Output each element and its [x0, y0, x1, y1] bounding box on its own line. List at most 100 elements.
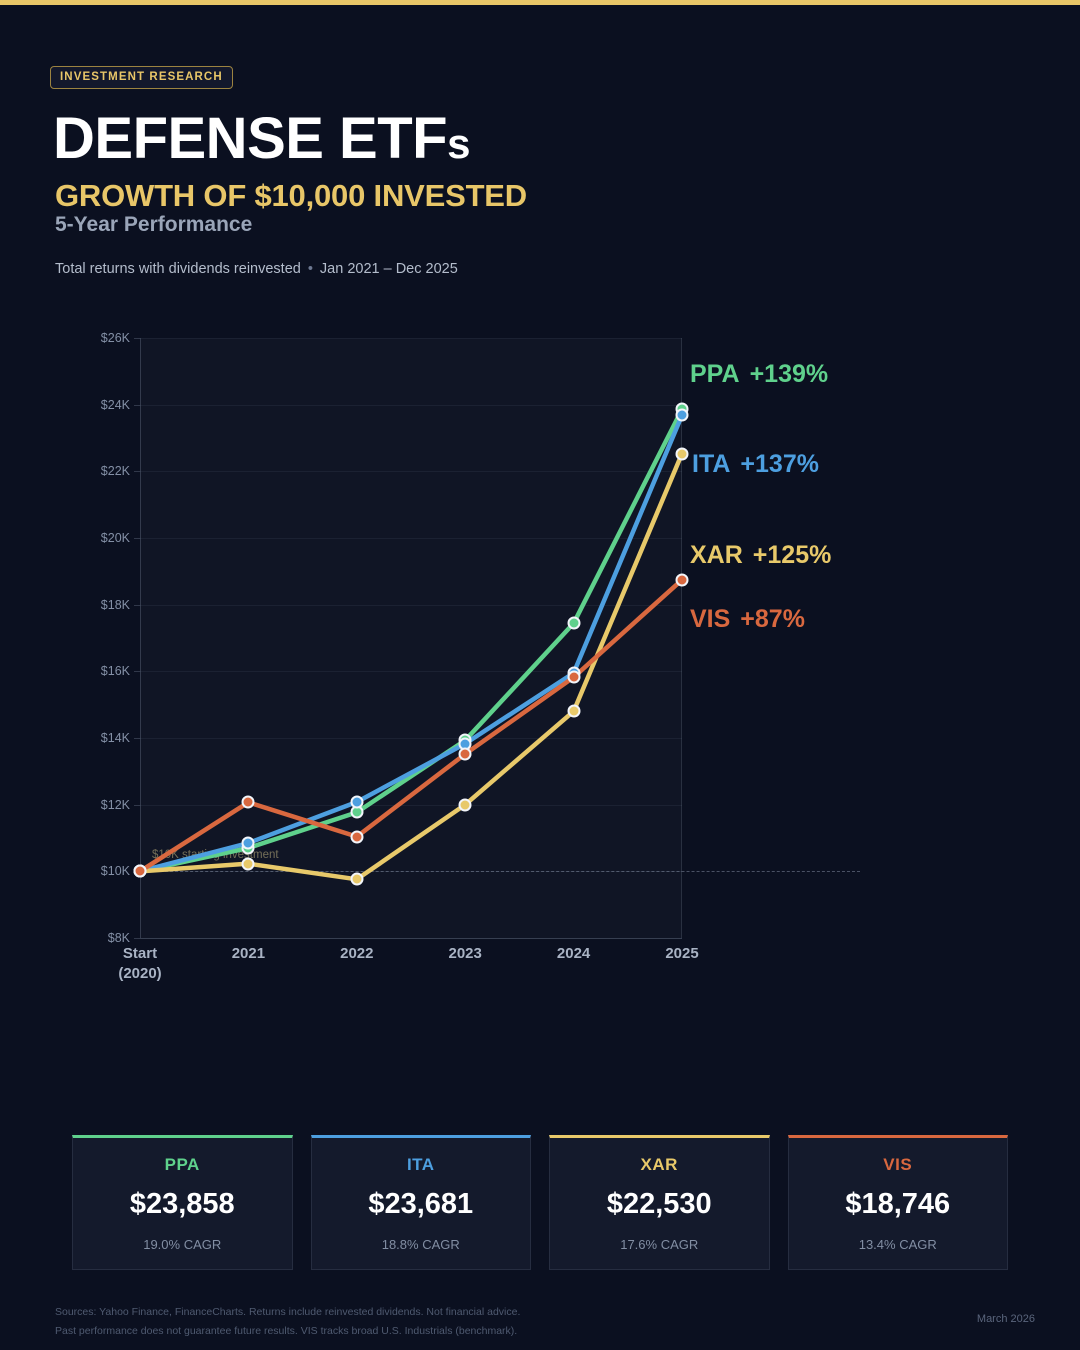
y-tickmark [134, 804, 140, 806]
data-point-vis-5[interactable] [675, 573, 689, 587]
x-tick-primary: 2025 [665, 945, 699, 962]
plot-background-fill [140, 338, 682, 938]
x-tick-label: Start (2020) [118, 944, 161, 985]
y-tick-label: $14K [100, 731, 130, 745]
y-tickmark [134, 604, 140, 606]
summary-card-xar[interactable]: XAR $22,530 17.6% CAGR [549, 1135, 770, 1270]
summary-cards: PPA $23,858 19.0% CAGR ITA $23,681 18.8% CAGR… [72, 1135, 1008, 1270]
page-title-main: DEFENSE ETF [53, 106, 448, 171]
page-subtitle: GROWTH OF $10,000 INVESTED [55, 178, 527, 213]
series-line-ppa [137, 407, 685, 874]
data-point-xar-3[interactable] [458, 798, 472, 812]
footer-date: March 2026 [976, 1313, 1035, 1325]
series-label-ita: ITA +137% [692, 450, 819, 479]
data-point-ita-2[interactable] [350, 795, 364, 809]
data-point-xar-5[interactable] [675, 447, 689, 461]
page-tagline: 5-Year Performance [55, 213, 253, 236]
footer-disclaimer: Sources: Yahoo Finance, FinanceCharts. R… [55, 1303, 520, 1342]
data-point-vis-2[interactable] [350, 830, 364, 844]
gridline [140, 471, 682, 473]
series-pct: +125% [752, 541, 832, 569]
y-tickmark [134, 404, 140, 406]
y-tickmark [134, 938, 140, 939]
summary-card-vis[interactable]: VIS $18,746 13.4% CAGR [787, 1135, 1008, 1270]
gridline [140, 604, 682, 606]
x-tick-label: 2024 [557, 944, 590, 964]
x-tick-label: 2025 [665, 944, 698, 964]
y-tickmark [134, 338, 140, 339]
data-point-vis-3[interactable] [458, 747, 472, 761]
y-tick-label: $24K [100, 397, 130, 412]
y-tick-label: $12K [100, 797, 130, 812]
card-value: $23,858 [129, 1188, 235, 1220]
gridline [140, 804, 682, 806]
x-tick-primary: 2023 [448, 945, 482, 962]
x-tick-primary: 2024 [556, 945, 591, 962]
x-tick-primary: 2022 [340, 945, 374, 962]
x-tick-primary: 2021 [231, 945, 266, 962]
series-line-ita [137, 413, 685, 874]
series-ticker: PPA [690, 360, 740, 388]
series-ticker: XAR [690, 541, 743, 569]
gridline [140, 404, 682, 406]
data-point-ita-1[interactable] [241, 836, 255, 850]
x-tick-primary: Start [122, 945, 158, 962]
series-ticker: VIS [690, 605, 731, 633]
series-pct: +87% [740, 605, 805, 633]
series-label-xar: XAR +125% [690, 541, 831, 570]
card-value: $23,681 [368, 1188, 474, 1220]
gridline [140, 938, 682, 939]
card-cagr: 19.0% CAGR [143, 1237, 222, 1252]
y-tick-label: $26K [100, 331, 130, 345]
card-ticker: XAR [640, 1155, 678, 1174]
card-ticker: VIS [883, 1155, 913, 1174]
y-tick-label: $20K [100, 531, 130, 545]
data-point-vis-4[interactable] [567, 670, 581, 684]
gridline [140, 671, 682, 673]
series-label-ppa: PPA +139% [690, 360, 828, 389]
x-tick-label: 2021 [232, 944, 265, 964]
data-point-vis-0[interactable] [133, 864, 147, 878]
gridline [140, 538, 682, 539]
y-tick-label: $8K [107, 931, 130, 945]
x-tick-label: 2023 [449, 944, 482, 964]
y-tick-label: $16K [100, 664, 130, 679]
y-tick-label: $22K [100, 464, 130, 479]
data-point-vis-1[interactable] [241, 795, 255, 809]
summary-card-ppa[interactable]: PPA $23,858 19.0% CAGR [72, 1135, 293, 1270]
x-tick-secondary: (2020) [118, 965, 162, 983]
category-badge: INVESTMENT RESEARCH [50, 66, 233, 89]
summary-card-ita[interactable]: ITA $23,681 18.8% CAGR [310, 1135, 531, 1270]
y-tick-label: $18K [100, 597, 130, 612]
footer-line-2: Past performance does not guarantee futu… [55, 1325, 518, 1338]
card-cagr: 17.6% CAGR [620, 1237, 699, 1252]
reference-line-10k [140, 871, 860, 873]
meta-description: Total returns with dividends reinvested [55, 261, 301, 277]
data-point-xar-2[interactable] [350, 872, 364, 886]
card-ticker: ITA [406, 1155, 435, 1174]
y-tickmark [134, 538, 140, 539]
footer-line-1: Sources: Yahoo Finance, FinanceCharts. R… [55, 1306, 521, 1318]
chart-meta: Total returns with dividends reinvested •… [55, 261, 458, 277]
meta-daterange: Jan 2021 – Dec 2025 [319, 261, 458, 277]
series-ticker: ITA [692, 450, 731, 478]
series-lines [137, 407, 685, 882]
gridline [140, 338, 682, 339]
gridline [140, 738, 682, 739]
data-point-xar-1[interactable] [241, 857, 255, 871]
growth-line-chart: $8K $10K $12K $14K $16K $18K $20K $22K $24K $26K … [0, 320, 1080, 1060]
top-accent-bar [0, 0, 1080, 5]
y-axis-line [140, 338, 141, 938]
data-point-ita-5[interactable] [675, 408, 689, 422]
page-title: DEFENSE ETFs [53, 110, 470, 168]
card-cagr: 18.8% CAGR [381, 1237, 460, 1252]
gridline [140, 871, 682, 873]
series-line-vis [137, 577, 685, 874]
card-ticker: PPA [164, 1155, 200, 1174]
data-point-xar-4[interactable] [567, 704, 581, 718]
card-cagr: 13.4% CAGR [858, 1237, 937, 1252]
plot-area: $8K $10K $12K $14K $16K $18K $20K $22K $24K $26K … [101, 331, 860, 945]
card-value: $22,530 [606, 1188, 712, 1220]
series-pct: +137% [740, 450, 819, 478]
data-point-ppa-4[interactable] [567, 616, 581, 630]
